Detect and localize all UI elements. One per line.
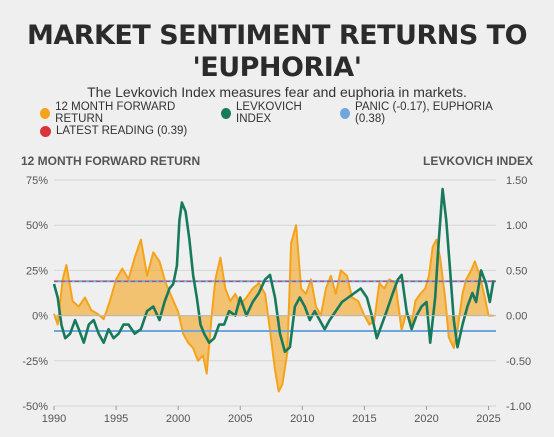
- legend-row-1: 12 MONTH FORWARD RETURN LEVKOVICH INDEX …: [40, 101, 520, 125]
- left-axis-title: 12 MONTH FORWARD RETURN: [21, 154, 201, 168]
- legend-panic-euphoria-label: PANIC (-0.17), EUPHORIA (0.38): [355, 101, 493, 125]
- right-tick-label: 1.50: [506, 175, 527, 187]
- legend-orange-dot: [40, 107, 51, 119]
- legend-green-dot: [220, 107, 232, 119]
- chart-subtitle: The Levkovich Index measures fear and eu…: [87, 84, 467, 100]
- forward-return-line: [53, 224, 494, 393]
- x-tick-label: 2005: [228, 413, 252, 425]
- right-tick-label: -0.50: [506, 356, 531, 368]
- chart-legend: 12 MONTH FORWARD RETURN LEVKOVICH INDEX …: [40, 101, 520, 140]
- chart-title-line-1: MARKET SENTIMENT RETURNS TO: [26, 20, 528, 51]
- legend-panic-euphoria: PANIC (-0.17), EUPHORIA (0.38): [339, 101, 512, 125]
- legend-levkovich-label: LEVKOVICH INDEX: [236, 101, 302, 125]
- legend-red-dot: [40, 125, 51, 137]
- legend-forward-return: 12 MONTH FORWARD RETURN: [40, 101, 213, 125]
- legend-latest: LATEST READING (0.39): [40, 125, 187, 137]
- left-tick-label: 50%: [26, 220, 48, 232]
- left-tick-label: -50%: [22, 401, 48, 413]
- x-tick-label: 2000: [166, 413, 190, 425]
- x-tick-label: 1995: [104, 413, 128, 425]
- x-tick-label: 2010: [290, 413, 314, 425]
- chart-title-line-2: 'EUPHORIA': [192, 52, 362, 83]
- x-tick-label: 2015: [352, 413, 376, 425]
- legend-row-2: LATEST READING (0.39): [40, 122, 520, 140]
- x-tick-label: 2020: [414, 413, 438, 425]
- levkovich-line: [52, 187, 495, 354]
- right-axis-title: LEVKOVICH INDEX: [422, 154, 533, 168]
- right-tick-label: -1.00: [506, 401, 531, 413]
- left-tick-label: 75%: [26, 175, 48, 187]
- legend-forward-return-label: 12 MONTH FORWARD RETURN: [55, 101, 176, 125]
- right-tick-label: 1.00: [506, 220, 527, 232]
- right-tick-label: 0.50: [506, 265, 527, 277]
- x-tick-label: 1990: [42, 413, 66, 425]
- left-tick-label: -25%: [22, 356, 48, 368]
- left-tick-label: 25%: [26, 265, 48, 277]
- legend-blue-dot: [339, 107, 350, 119]
- right-tick-label: 0.00: [506, 311, 527, 323]
- legend-latest-label: LATEST READING (0.39): [56, 125, 188, 137]
- legend-levkovich: LEVKOVICH INDEX: [220, 101, 332, 125]
- left-tick-label: 0%: [32, 311, 48, 323]
- x-tick-label: 2025: [476, 413, 500, 425]
- chart-title: MARKET SENTIMENT RETURNS TO 'EUPHORIA': [0, 20, 554, 84]
